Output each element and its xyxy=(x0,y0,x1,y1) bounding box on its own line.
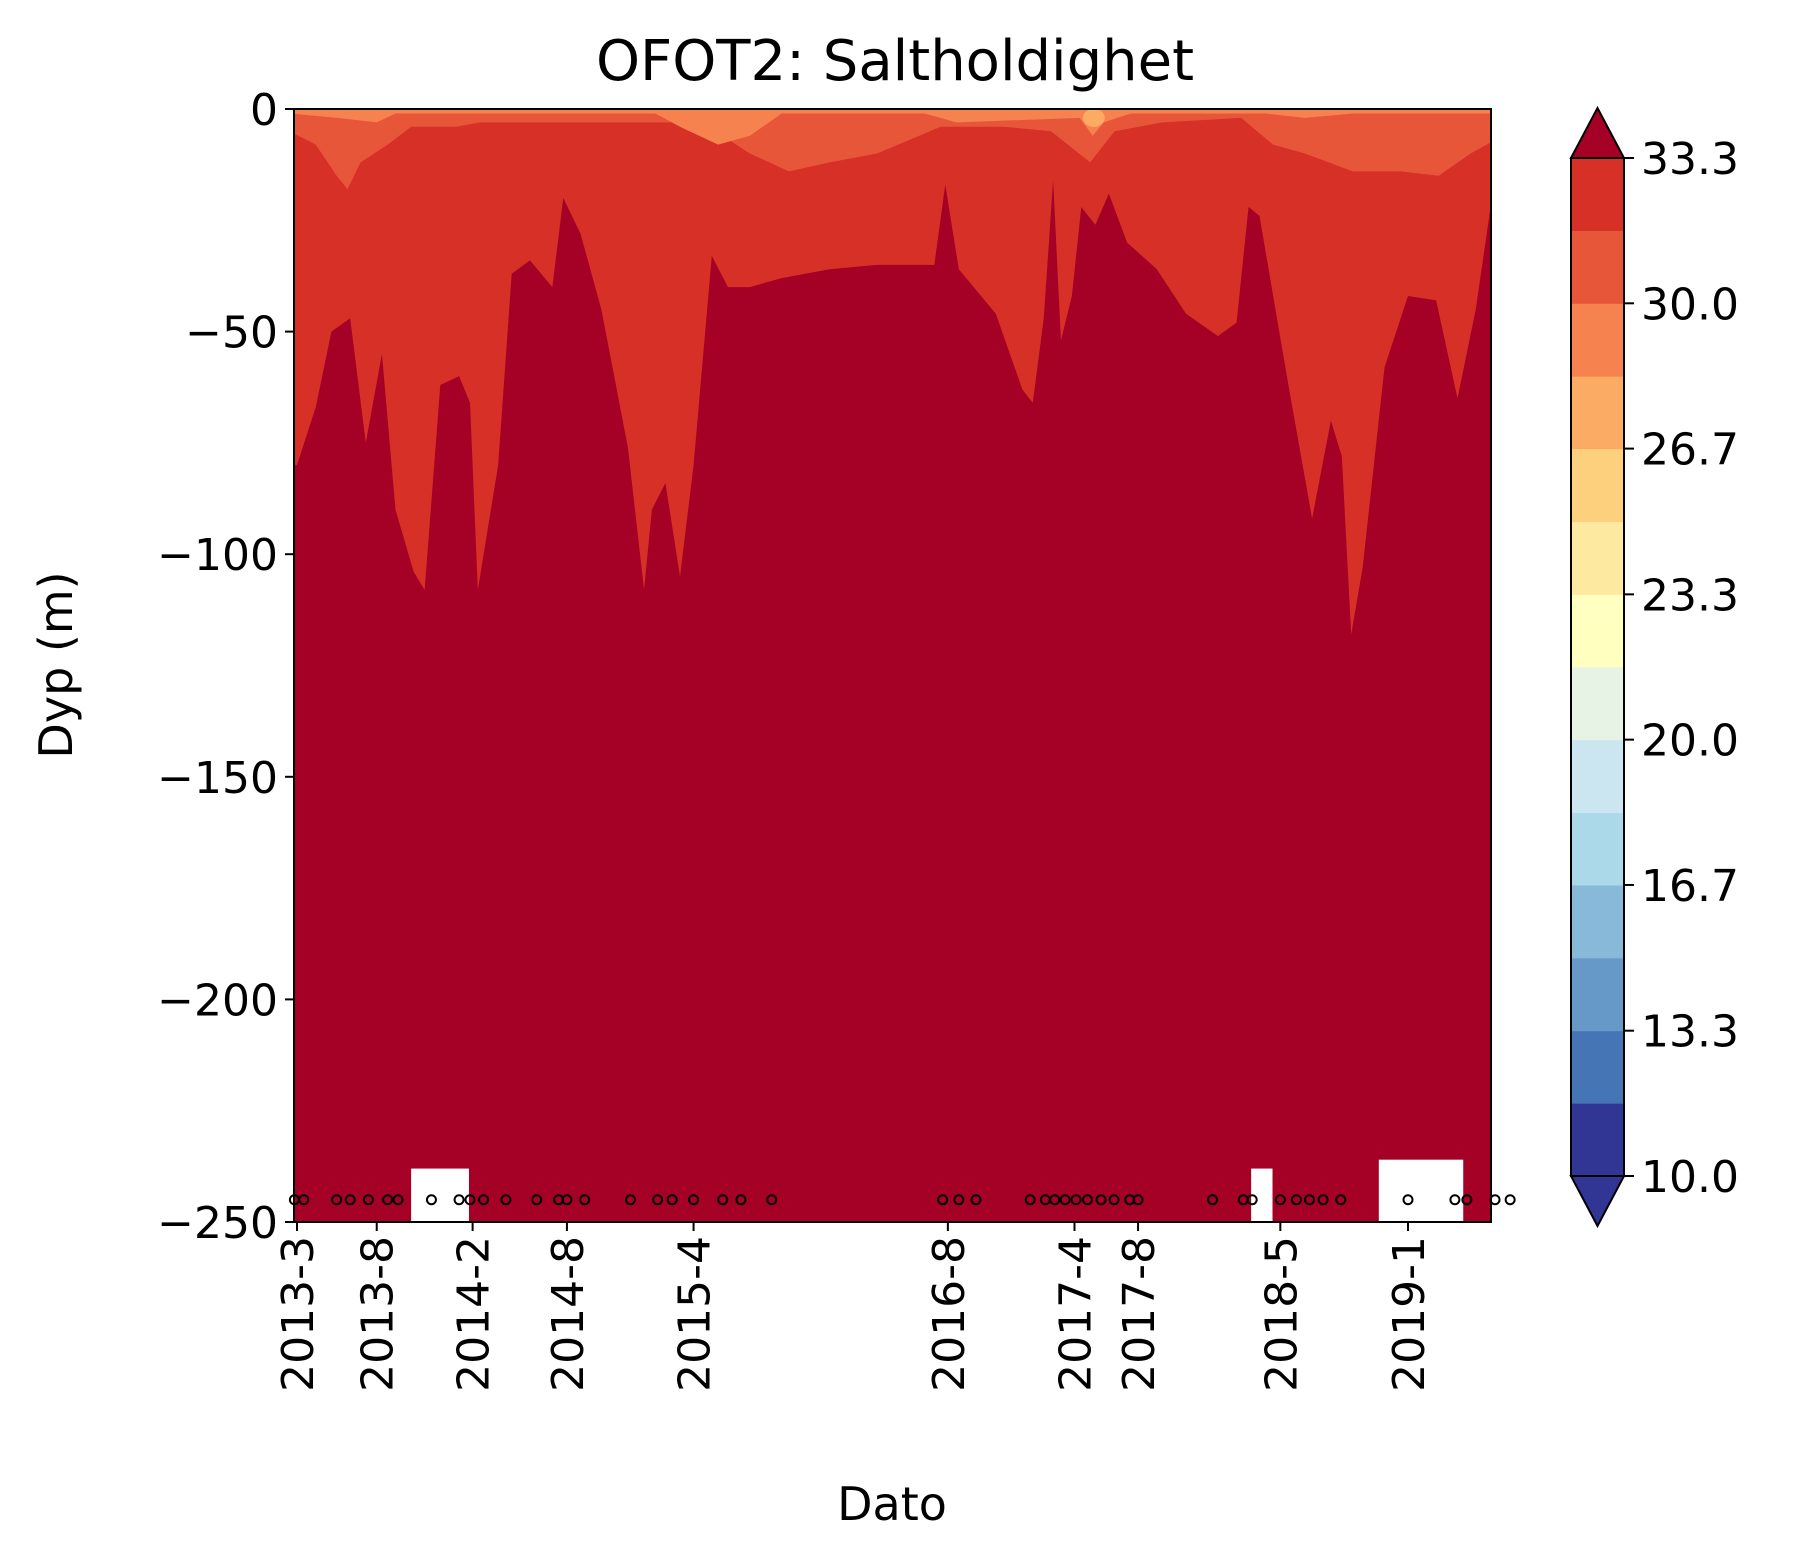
sample-marker xyxy=(1132,1194,1144,1206)
plot-frame xyxy=(293,108,1492,1223)
sample-marker xyxy=(1070,1194,1082,1206)
x-axis-label: Dato xyxy=(837,1477,947,1531)
missing-data-region xyxy=(1251,1168,1273,1222)
colorbar-segment xyxy=(1571,739,1624,814)
colorbar-tick-label: 26.7 xyxy=(1641,425,1739,476)
sample-marker xyxy=(1317,1194,1329,1206)
colorbar-tick-label: 13.3 xyxy=(1641,1007,1739,1058)
sample-marker xyxy=(937,1194,949,1206)
salinity-band-28.3-30.0 xyxy=(294,109,1491,145)
sample-marker xyxy=(500,1194,512,1206)
colorbar-extend-under xyxy=(1569,1175,1626,1229)
sample-marker xyxy=(344,1194,356,1206)
x-axis: 2013-3 2013-8 2014-2 2014-8 2015-4 2016-8 2017… xyxy=(273,1222,1435,1392)
y-tick-label: 0 xyxy=(250,85,278,136)
sample-marker xyxy=(298,1194,310,1206)
colorbar-tick-label: 30.0 xyxy=(1641,279,1739,330)
colorbar-frame xyxy=(1570,157,1625,1177)
sample-marker xyxy=(1082,1194,1094,1206)
sample-marker xyxy=(1304,1194,1316,1206)
colorbar-segment xyxy=(1571,230,1624,304)
colorbar-segment xyxy=(1571,884,1624,959)
colorbar-segment xyxy=(1571,1030,1624,1104)
colorbar-segment xyxy=(1571,521,1624,595)
x-tick-label: 2016-8 xyxy=(924,1236,975,1392)
salinity-band-30.0-31.7 xyxy=(294,109,1491,190)
chart-title: OFOT2: Saltholdighet xyxy=(596,29,1194,94)
sample-marker xyxy=(1449,1194,1461,1206)
colorbar-tick-label: 23.3 xyxy=(1641,570,1739,621)
sample-marker xyxy=(331,1194,343,1206)
x-tick-label: 2017-4 xyxy=(1050,1236,1101,1392)
sample-marker xyxy=(1274,1194,1286,1206)
x-tick-label: 2015-4 xyxy=(670,1236,721,1392)
y-tick-label: −200 xyxy=(157,975,278,1026)
x-tick-label: 2019-1 xyxy=(1384,1236,1435,1392)
sample-marker xyxy=(1207,1194,1219,1206)
y-tick-label: −150 xyxy=(157,753,278,804)
sample-marker xyxy=(1049,1194,1061,1206)
missing-data-region xyxy=(1378,1159,1464,1222)
colorbar-tick-label: 10.0 xyxy=(1641,1152,1739,1203)
x-tick-label: 2018-5 xyxy=(1256,1236,1307,1392)
sample-marker xyxy=(688,1194,700,1206)
colorbar-segment xyxy=(1571,376,1624,450)
sample-marker xyxy=(561,1194,573,1206)
x-tick-label: 2013-3 xyxy=(273,1236,324,1392)
colorbar-segment xyxy=(1571,448,1624,522)
colorbar: 10.0 13.3 16.7 20.0 23.3 26.7 30.0 33.3 xyxy=(1569,105,1739,1229)
sample-marker xyxy=(735,1194,747,1206)
colorbar-segment xyxy=(1571,1103,1624,1177)
sample-marker xyxy=(1461,1194,1473,1206)
sample-marker xyxy=(1246,1194,1258,1206)
sample-marker xyxy=(766,1194,778,1206)
colorbar-segment xyxy=(1571,666,1624,741)
sample-marker xyxy=(1504,1194,1516,1206)
x-tick-label: 2014-2 xyxy=(449,1236,500,1392)
y-tick-label: −100 xyxy=(157,530,278,581)
colorbar-segment xyxy=(1571,957,1624,1032)
colorbar-segment xyxy=(1571,303,1624,377)
sample-marker xyxy=(425,1194,437,1206)
sample-marker xyxy=(453,1194,465,1206)
sample-marker xyxy=(1059,1194,1071,1206)
x-tick-label: 2017-8 xyxy=(1114,1236,1165,1392)
sample-marker xyxy=(1108,1194,1120,1206)
sample-marker xyxy=(464,1194,476,1206)
sample-marker xyxy=(1335,1194,1347,1206)
salinity-band-26.7-28.3 xyxy=(1082,109,1105,127)
sample-marker xyxy=(478,1194,490,1206)
y-tick-label: −50 xyxy=(185,308,278,359)
salinity-band-31.7-33.3 xyxy=(294,109,1491,635)
sample-marker xyxy=(717,1194,729,1206)
sample-marker xyxy=(382,1194,394,1206)
y-axis-label: Dyp (m) xyxy=(29,571,83,758)
colorbar-extend-over xyxy=(1569,105,1626,159)
colorbar-tick-label: 20.0 xyxy=(1641,716,1739,767)
sample-marker xyxy=(666,1194,678,1206)
sample-marker xyxy=(1402,1194,1414,1206)
sample-marker xyxy=(1290,1194,1302,1206)
colorbar-segment xyxy=(1571,812,1624,886)
y-axis: 0 −50 −100 −150 −200 −250 xyxy=(157,85,294,1249)
sample-marker xyxy=(625,1194,637,1206)
sample-marker xyxy=(953,1194,965,1206)
contour-plot xyxy=(294,109,1491,1222)
sample-marker xyxy=(531,1194,543,1206)
x-tick-label: 2013-8 xyxy=(353,1236,404,1392)
x-tick-label: 2014-8 xyxy=(543,1236,594,1392)
colorbar-segment xyxy=(1571,594,1624,668)
colorbar-tick-label: 33.3 xyxy=(1641,134,1739,185)
y-tick-label: −250 xyxy=(157,1198,278,1249)
sample-marker xyxy=(1095,1194,1107,1206)
sample-marker xyxy=(652,1194,664,1206)
sample-marker xyxy=(362,1194,374,1206)
colorbar-segment xyxy=(1571,158,1624,231)
colorbar-tick-label: 16.7 xyxy=(1641,861,1739,912)
sample-marker xyxy=(579,1194,591,1206)
sample-marker xyxy=(392,1194,404,1206)
sample-marker xyxy=(970,1194,982,1206)
sample-marker xyxy=(1024,1194,1036,1206)
